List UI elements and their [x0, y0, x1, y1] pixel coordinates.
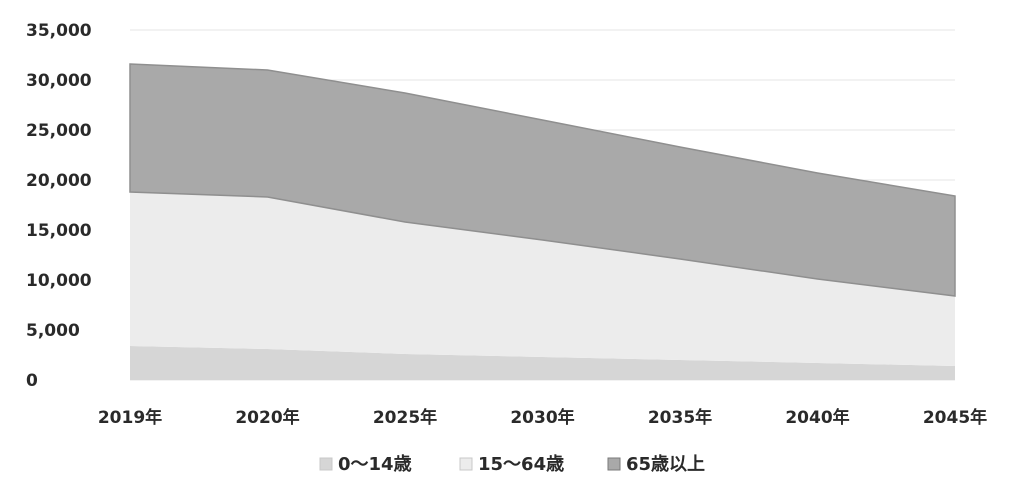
legend-swatch: [319, 457, 333, 471]
y-tick-label: 0: [26, 371, 38, 391]
x-tick-label: 2020年: [235, 407, 299, 428]
legend-swatch: [459, 457, 473, 471]
legend-swatch: [607, 457, 621, 471]
x-tick-label: 2019年: [98, 407, 162, 428]
y-axis: 0 5,000 10,000 15,000 20,000 25,000 30,0…: [26, 21, 92, 391]
x-axis: 2019年 2020年 2025年 2030年 2035年 2040年 2045…: [98, 407, 987, 428]
area-series-3: [129, 63, 956, 297]
area-series-1: [130, 346, 955, 380]
legend-label: 15～64歳: [478, 454, 564, 475]
x-tick-label: 2045年: [923, 407, 987, 428]
x-tick-label: 2035年: [648, 407, 712, 428]
legend-label: 65歳以上: [626, 454, 705, 475]
y-tick-label: 35,000: [26, 21, 92, 41]
x-tick-label: 2040年: [785, 407, 849, 428]
x-tick-label: 2025年: [373, 407, 437, 428]
x-tick-label: 2030年: [510, 407, 574, 428]
y-tick-label: 10,000: [26, 271, 92, 291]
area-series-2: [130, 192, 955, 366]
y-tick-label: 5,000: [26, 321, 80, 341]
plot-area: [129, 63, 956, 380]
legend-label: 0～14歳: [338, 454, 412, 475]
y-tick-label: 15,000: [26, 221, 92, 241]
y-tick-label: 30,000: [26, 71, 92, 91]
y-tick-label: 20,000: [26, 171, 92, 191]
y-tick-label: 25,000: [26, 121, 92, 141]
legend: 0～14歳 15～64歳 65歳以上: [319, 454, 705, 475]
